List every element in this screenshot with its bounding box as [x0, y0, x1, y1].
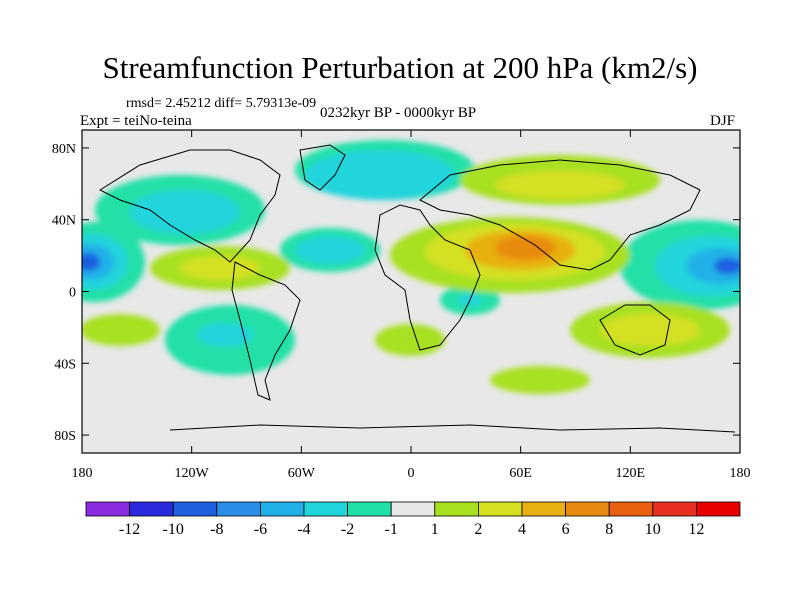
colorbar-label: 8 — [605, 521, 613, 538]
latitude-axis: 80N 40N 0 40S 80S — [52, 142, 740, 444]
colorbar-swatch — [696, 501, 741, 517]
lat-tick-label: 40N — [52, 214, 76, 229]
colorbar-swatch — [347, 501, 392, 517]
colorbar-swatch — [259, 501, 305, 517]
colorbar-swatch — [390, 501, 436, 517]
colorbar: -12 -10 -8 -6 -4 -2 -1 1 2 4 6 8 10 12 — [85, 501, 741, 538]
longitude-axis: 180 120W 60W 0 60E 120E 180 — [72, 130, 751, 481]
colorbar-label: 4 — [518, 521, 526, 538]
lat-tick-label: 80S — [54, 429, 76, 444]
colorbar-swatch — [608, 501, 654, 517]
colorbar-label: -2 — [341, 521, 354, 538]
lon-tick-label: 120W — [175, 466, 210, 481]
lat-tick-label: 0 — [69, 286, 76, 301]
colorbar-swatch — [652, 501, 697, 517]
lat-tick-label: 40S — [54, 357, 76, 372]
colorbar-label: 2 — [474, 521, 482, 538]
colorbar-label: 10 — [645, 521, 661, 538]
coastlines — [98, 144, 736, 433]
contour-field — [82, 130, 740, 453]
lon-tick-label: 60W — [288, 466, 316, 481]
lon-tick-label: 120E — [616, 466, 646, 481]
lon-tick-label: 60E — [509, 466, 532, 481]
colorbar-label: -10 — [163, 521, 184, 538]
experiment-label: Expt = teiNo-teina — [80, 113, 192, 129]
colorbar-swatch — [477, 501, 523, 517]
colorbar-label: 1 — [431, 521, 439, 538]
colorbar-swatch — [216, 501, 261, 517]
colorbar-label: -4 — [297, 521, 310, 538]
period-label: 0232kyr BP - 0000kyr BP — [320, 105, 477, 121]
colorbar-label: -1 — [385, 521, 398, 538]
colorbar-swatch — [172, 501, 218, 517]
lon-tick-label: 0 — [408, 466, 415, 481]
lat-tick-label: 80N — [52, 142, 76, 157]
lon-tick-label: 180 — [72, 466, 93, 481]
chart-title: Streamfunction Perturbation at 200 hPa (… — [102, 50, 698, 85]
colorbar-swatch — [303, 501, 348, 517]
colorbar-label: -6 — [254, 521, 267, 538]
colorbar-label: 12 — [688, 521, 704, 538]
colorbar-swatch — [85, 501, 130, 517]
colorbar-swatch — [129, 501, 174, 517]
lon-tick-label: 180 — [730, 466, 751, 481]
colorbar-label: 6 — [562, 521, 570, 538]
season-label: DJF — [710, 113, 736, 129]
colorbar-swatch — [521, 501, 566, 517]
colorbar-label: -12 — [119, 521, 140, 538]
colorbar-swatch — [565, 501, 610, 517]
stats-text: rmsd= 2.45212 diff= 5.79313e-09 — [126, 96, 317, 111]
colorbar-swatch — [434, 501, 479, 517]
colorbar-label: -8 — [210, 521, 223, 538]
